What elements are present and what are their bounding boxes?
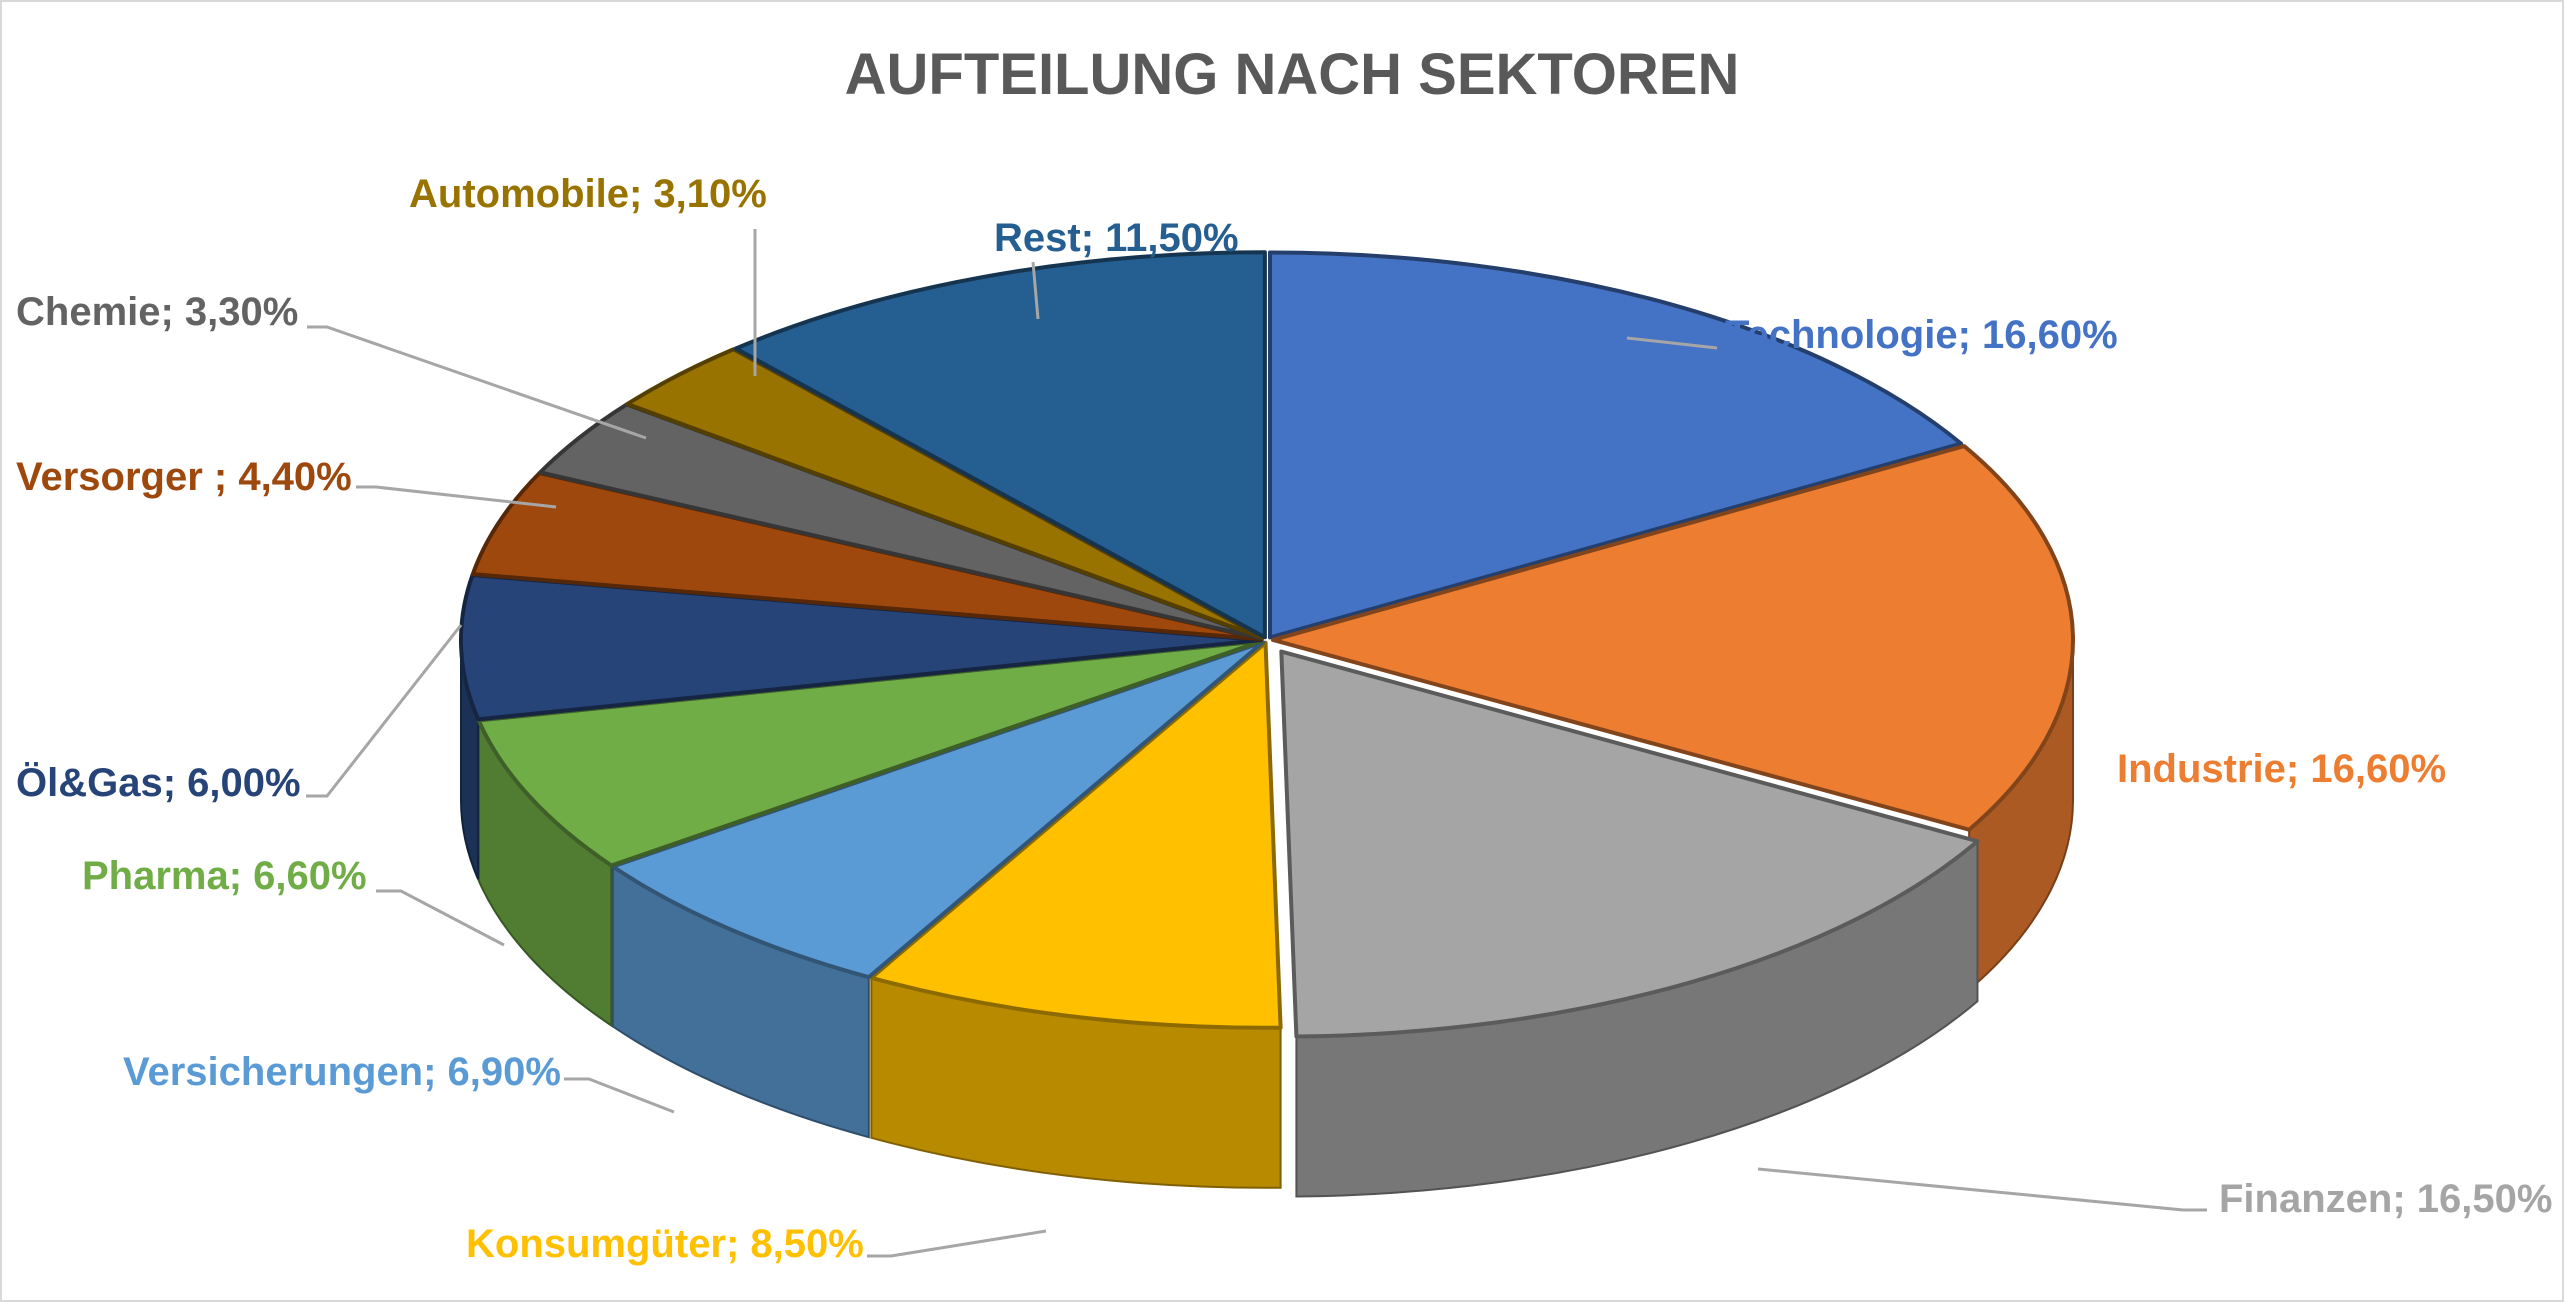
leader-line-oelgas [306,624,463,798]
data-label-industrie: Industrie; 16,60% [2117,747,2446,791]
leader-lines [306,229,2207,1258]
data-label-technologie: Technologie; 16,60% [1725,313,2118,357]
slice-versorger[interactable] [470,471,1264,642]
slice-pharma[interactable] [476,639,1264,868]
leader-line-chemie [307,325,647,440]
data-label-konsumgueter: Konsumgüter; 8,50% [466,1222,864,1266]
data-label-versicherungen: Versicherungen; 6,90% [123,1050,561,1094]
data-labels: Technologie; 16,60% Industrie; 16,60% Fi… [16,172,2552,1266]
data-label-chemie: Chemie; 3,30% [16,290,298,334]
slice-finanzen[interactable] [1279,649,1980,1039]
leader-line-technologie [1626,336,1718,350]
pie-tops [459,250,2075,1039]
pie-sides [460,639,2074,1198]
data-label-automobile: Automobile; 3,10% [409,172,767,216]
slice-industrie[interactable] [1271,444,2075,832]
leader-line-finanzen [1757,1167,2207,1212]
leader-line-pharma [376,889,505,947]
data-label-rest: Rest; 11,50% [994,216,1239,260]
chart-title: AUFTEILUNG NACH SEKTOREN [845,42,1740,107]
data-label-pharma: Pharma; 6,60% [82,854,367,898]
leader-line-versorger [356,485,557,509]
data-label-oelgas: Öl&Gas; 6,00% [16,760,301,805]
slice-konsumgueter[interactable] [869,640,1283,1030]
leader-line-rest [1031,261,1040,320]
data-label-finanzen: Finanzen; 16,50% [2219,1177,2552,1221]
data-label-versorger: Versorger ; 4,40% [16,455,352,499]
leader-line-versicherungen [564,1077,675,1114]
slice-technologie[interactable] [1267,250,1964,640]
slice-rest[interactable] [733,250,1267,640]
slice-oel-gas[interactable] [459,573,1263,722]
slice-versicherungen[interactable] [610,640,1265,980]
slice-automobile[interactable] [625,347,1265,641]
leader-line-konsumgueter [867,1229,1047,1258]
